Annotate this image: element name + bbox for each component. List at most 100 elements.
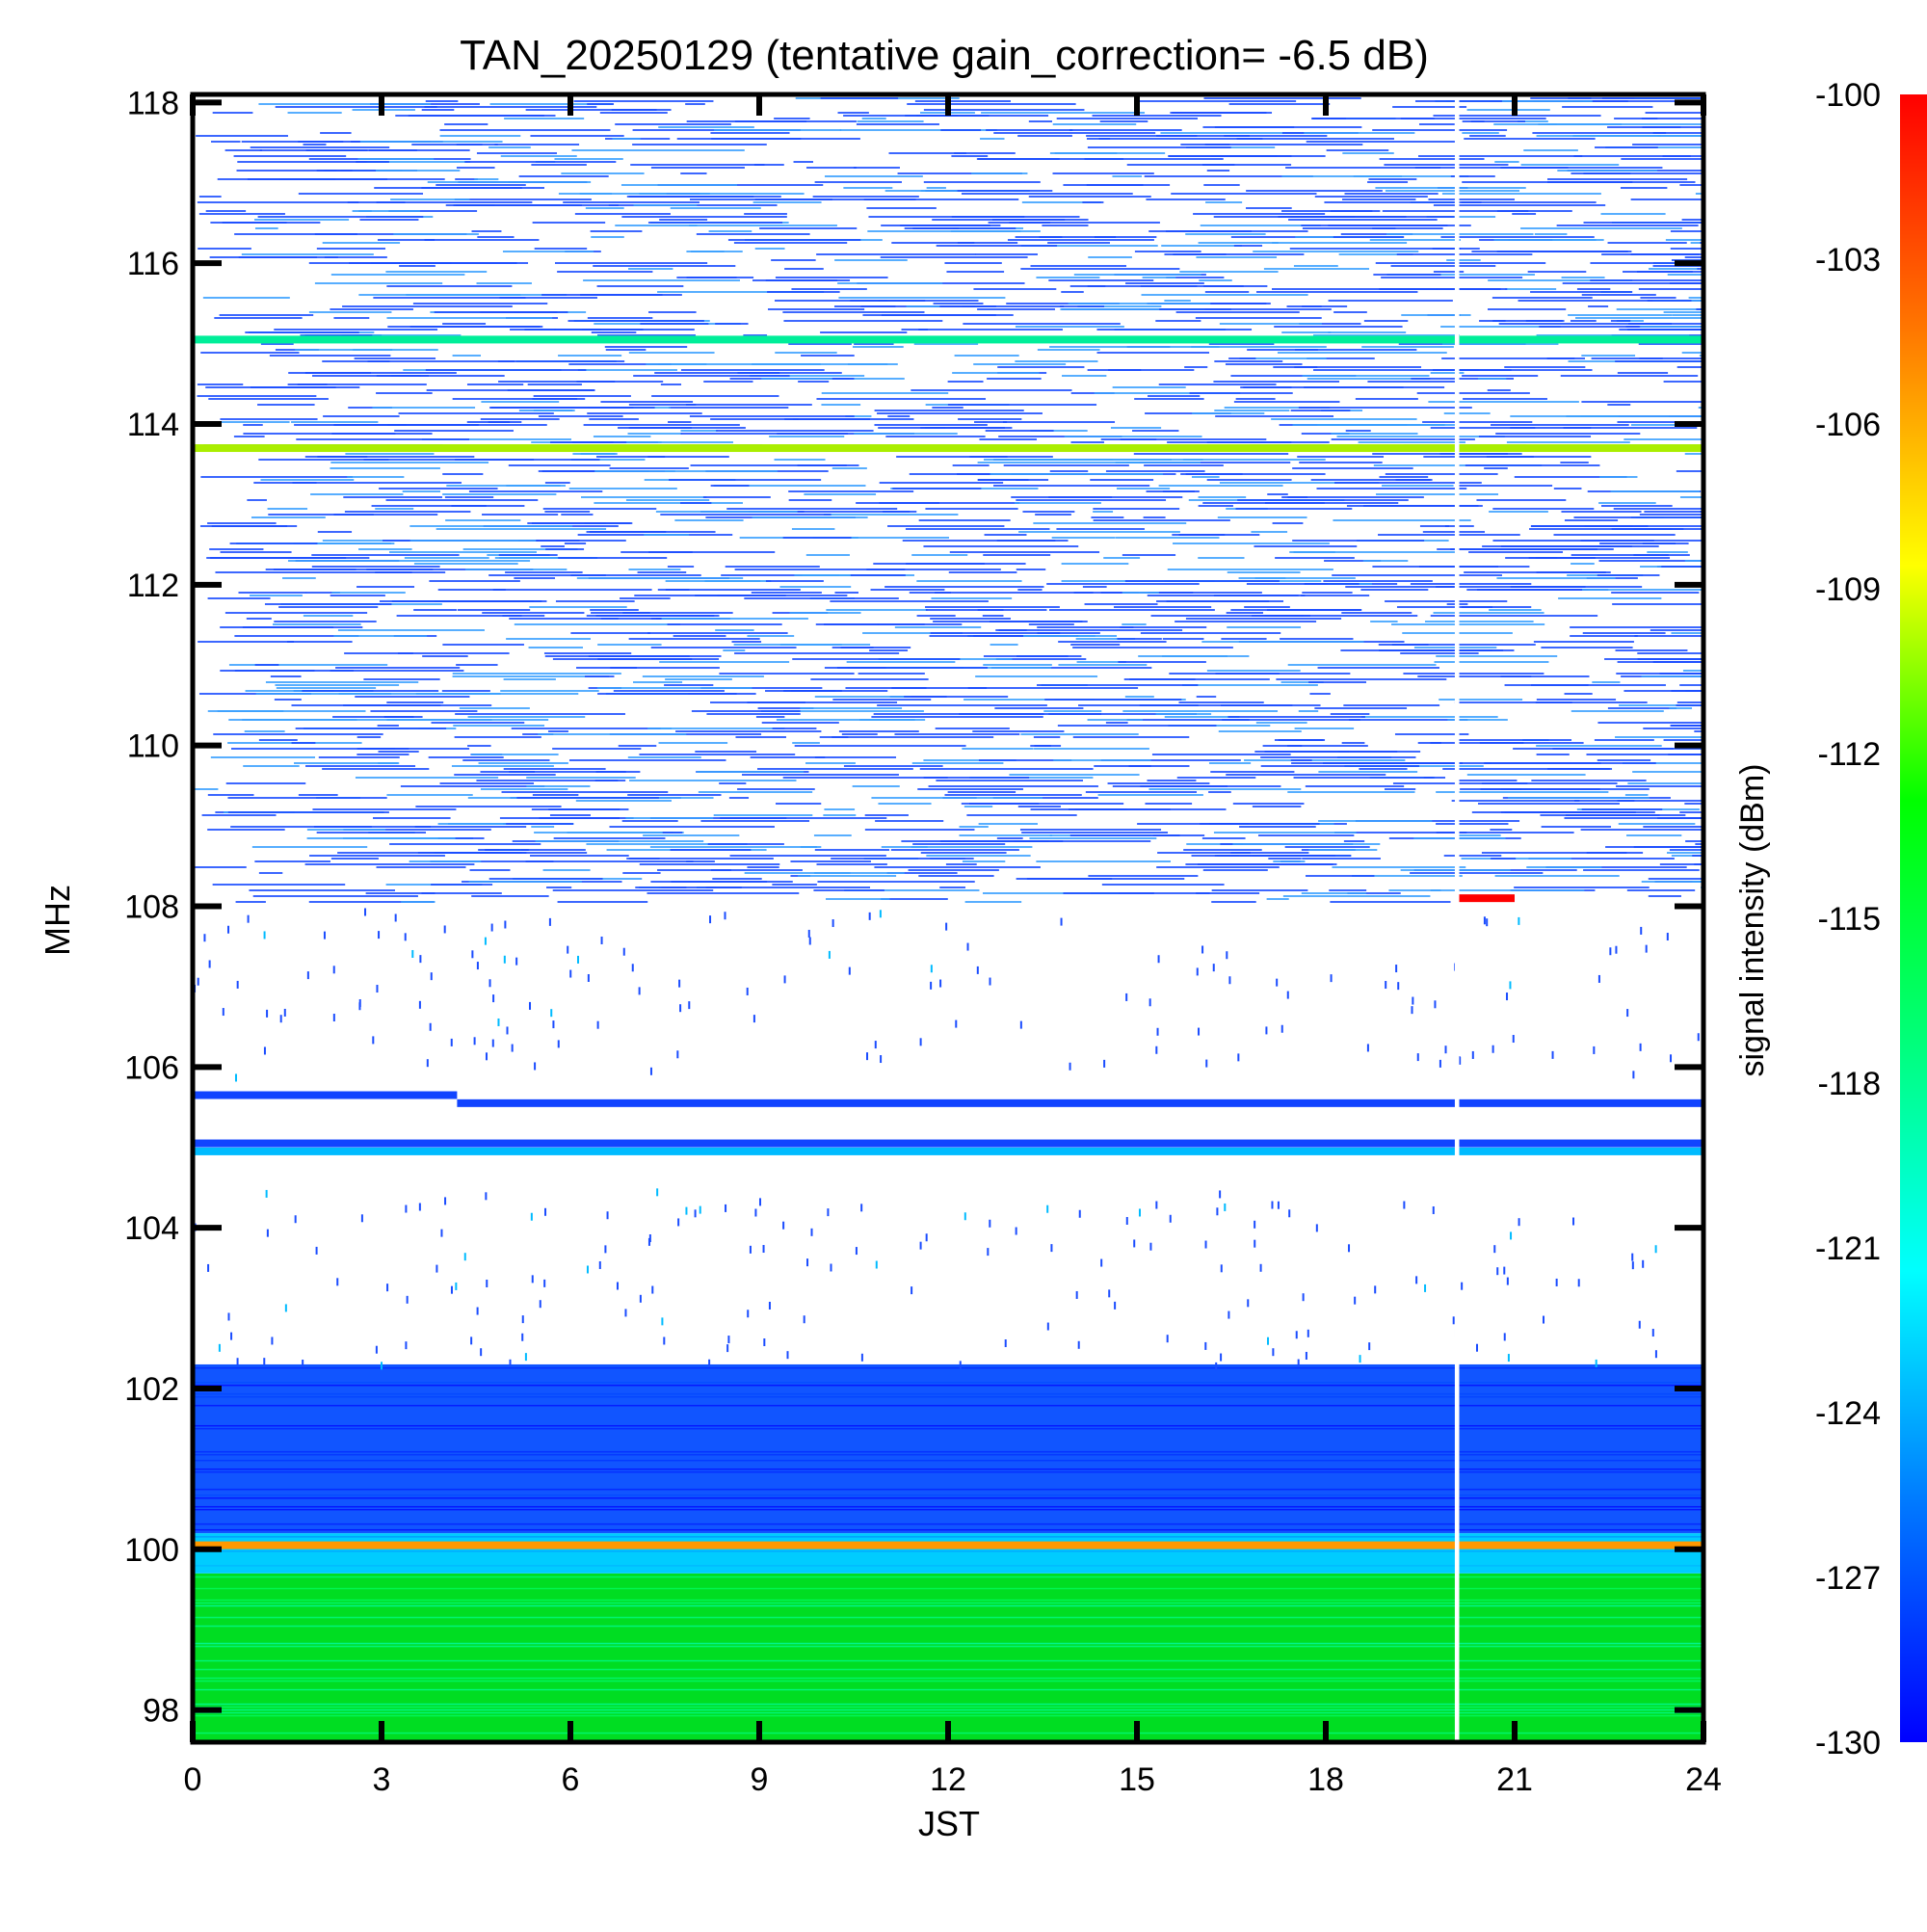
noise-streak	[1492, 297, 1593, 299]
noise-streak	[1214, 410, 1289, 411]
speckle	[1631, 1254, 1633, 1261]
noise-streak	[426, 100, 459, 102]
noise-streak	[973, 288, 1056, 290]
noise-streak	[422, 655, 468, 657]
noise-streak	[282, 577, 316, 579]
speckle	[451, 1286, 453, 1294]
noise-streak	[1601, 253, 1703, 255]
noise-streak	[462, 759, 549, 761]
noise-streak	[993, 132, 1155, 134]
noise-streak	[198, 384, 243, 385]
noise-streak	[615, 123, 731, 125]
noise-streak	[801, 355, 855, 357]
noise-streak	[1179, 534, 1260, 536]
region-streak	[193, 1469, 1703, 1470]
noise-streak	[948, 791, 1016, 793]
noise-streak	[543, 508, 657, 510]
noise-streak	[712, 878, 761, 880]
noise-streak	[629, 638, 760, 640]
speckle	[964, 1212, 966, 1220]
noise-streak	[703, 381, 752, 383]
noise-streak	[774, 118, 809, 119]
noise-streak	[211, 141, 240, 143]
speckle	[540, 1300, 541, 1308]
noise-streak	[533, 222, 606, 224]
speckle	[529, 1002, 531, 1010]
noise-streak	[1571, 710, 1664, 712]
speckle	[1213, 964, 1215, 971]
noise-streak	[766, 580, 824, 582]
noise-streak	[440, 135, 521, 137]
noise-streak	[735, 569, 906, 570]
noise-streak	[198, 201, 358, 203]
noise-streak	[211, 756, 315, 758]
noise-streak	[854, 167, 900, 169]
noise-streak	[386, 499, 539, 501]
noise-streak	[1251, 531, 1287, 533]
noise-streak	[1129, 678, 1195, 680]
speckle	[1655, 1350, 1657, 1358]
noise-streak	[215, 571, 323, 573]
noise-streak	[1363, 505, 1478, 507]
noise-streak	[390, 198, 469, 200]
noise-streak	[534, 832, 673, 834]
noise-streak	[1169, 673, 1279, 675]
noise-streak	[983, 664, 1052, 666]
noise-streak	[615, 225, 697, 226]
noise-streak	[1329, 300, 1453, 302]
noise-streak	[223, 222, 287, 224]
y-tick-label: 110	[127, 728, 179, 765]
noise-streak	[1205, 201, 1242, 203]
speckle	[419, 1001, 421, 1009]
region-streak	[193, 1617, 1703, 1619]
region-streak	[193, 1471, 1703, 1473]
region-streak	[193, 1451, 1703, 1453]
speckle	[376, 985, 378, 992]
noise-streak	[455, 713, 625, 715]
noise-streak	[1536, 745, 1662, 747]
noise-streak	[1212, 889, 1308, 891]
noise-streak	[590, 609, 639, 611]
speckle	[534, 1062, 536, 1070]
noise-streak	[275, 699, 302, 701]
noise-streak	[305, 863, 475, 865]
noise-streak	[253, 895, 418, 897]
noise-streak	[1117, 488, 1170, 490]
noise-streak	[371, 560, 530, 562]
noise-streak	[254, 860, 330, 862]
noise-streak	[981, 112, 1145, 114]
noise-streak	[1333, 236, 1404, 238]
noise-streak	[1632, 144, 1703, 146]
noise-streak	[323, 242, 400, 244]
noise-streak	[572, 441, 614, 443]
noise-streak	[1664, 311, 1703, 313]
noise-streak	[1644, 511, 1703, 513]
noise-streak	[1017, 589, 1042, 591]
noise-streak	[1419, 123, 1455, 125]
noise-streak	[726, 566, 820, 568]
noise-streak	[305, 372, 457, 374]
speckle	[708, 1360, 710, 1367]
noise-streak	[526, 777, 636, 779]
noise-streak	[1504, 366, 1585, 368]
noise-streak	[304, 144, 327, 146]
noise-streak	[287, 641, 353, 643]
speckle	[1298, 1360, 1300, 1367]
noise-streak	[1679, 684, 1703, 686]
noise-streak	[1436, 655, 1557, 657]
noise-streak	[453, 725, 544, 727]
noise-streak	[220, 314, 314, 316]
noise-streak	[647, 728, 672, 729]
noise-streak	[690, 415, 855, 417]
speckle	[725, 1204, 726, 1212]
noise-streak	[469, 869, 510, 871]
noise-streak	[1267, 493, 1288, 495]
noise-streak	[952, 372, 1039, 374]
noise-streak	[752, 516, 868, 518]
noise-streak	[436, 528, 606, 530]
noise-streak	[299, 794, 338, 796]
noise-streak	[356, 754, 409, 755]
speckle	[1204, 1342, 1206, 1350]
noise-streak	[695, 595, 786, 596]
noise-streak	[1424, 777, 1445, 779]
